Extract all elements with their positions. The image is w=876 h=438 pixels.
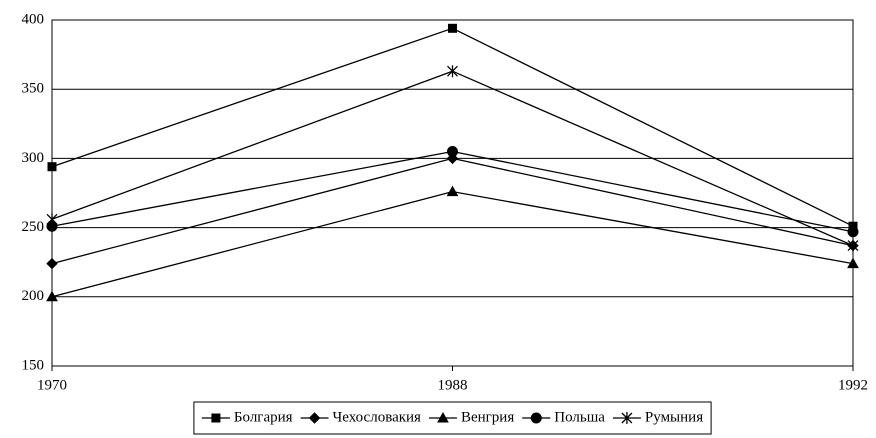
legend-marker	[621, 412, 633, 424]
y-tick-label: 300	[22, 150, 45, 166]
legend-marker	[530, 412, 542, 424]
legend: Болгария Чехословакия Венгрия Польша Румыния	[193, 401, 712, 435]
marker	[46, 213, 58, 226]
marker	[447, 65, 458, 78]
marker	[847, 226, 859, 238]
legend-marker	[308, 412, 321, 424]
y-tick-label: 250	[22, 219, 45, 235]
y-tick-label: 350	[22, 81, 45, 97]
y-tick-label: 200	[22, 288, 45, 304]
y-tick-label: 150	[22, 357, 45, 373]
legend-label: Болгария	[234, 409, 293, 425]
marker	[448, 23, 457, 33]
marker	[46, 257, 58, 270]
marker	[46, 290, 58, 302]
y-tick-label: 400	[22, 11, 45, 27]
legend-label: Румыния	[645, 409, 703, 425]
x-tick-label: 1992	[838, 377, 868, 393]
marker	[447, 145, 458, 157]
series-line	[51, 27, 854, 227]
marker	[847, 239, 859, 252]
legend-label: Польша	[554, 409, 605, 425]
legend-label: Венгрия	[461, 409, 514, 425]
marker	[847, 257, 859, 269]
x-tick-label: 1970	[37, 377, 67, 393]
x-tick-label: 1988	[438, 377, 468, 393]
legend-label: Чехословакия	[333, 409, 422, 425]
marker	[47, 162, 57, 172]
legend-marker	[437, 411, 449, 423]
legend-marker	[211, 413, 221, 423]
marker	[446, 185, 459, 197]
